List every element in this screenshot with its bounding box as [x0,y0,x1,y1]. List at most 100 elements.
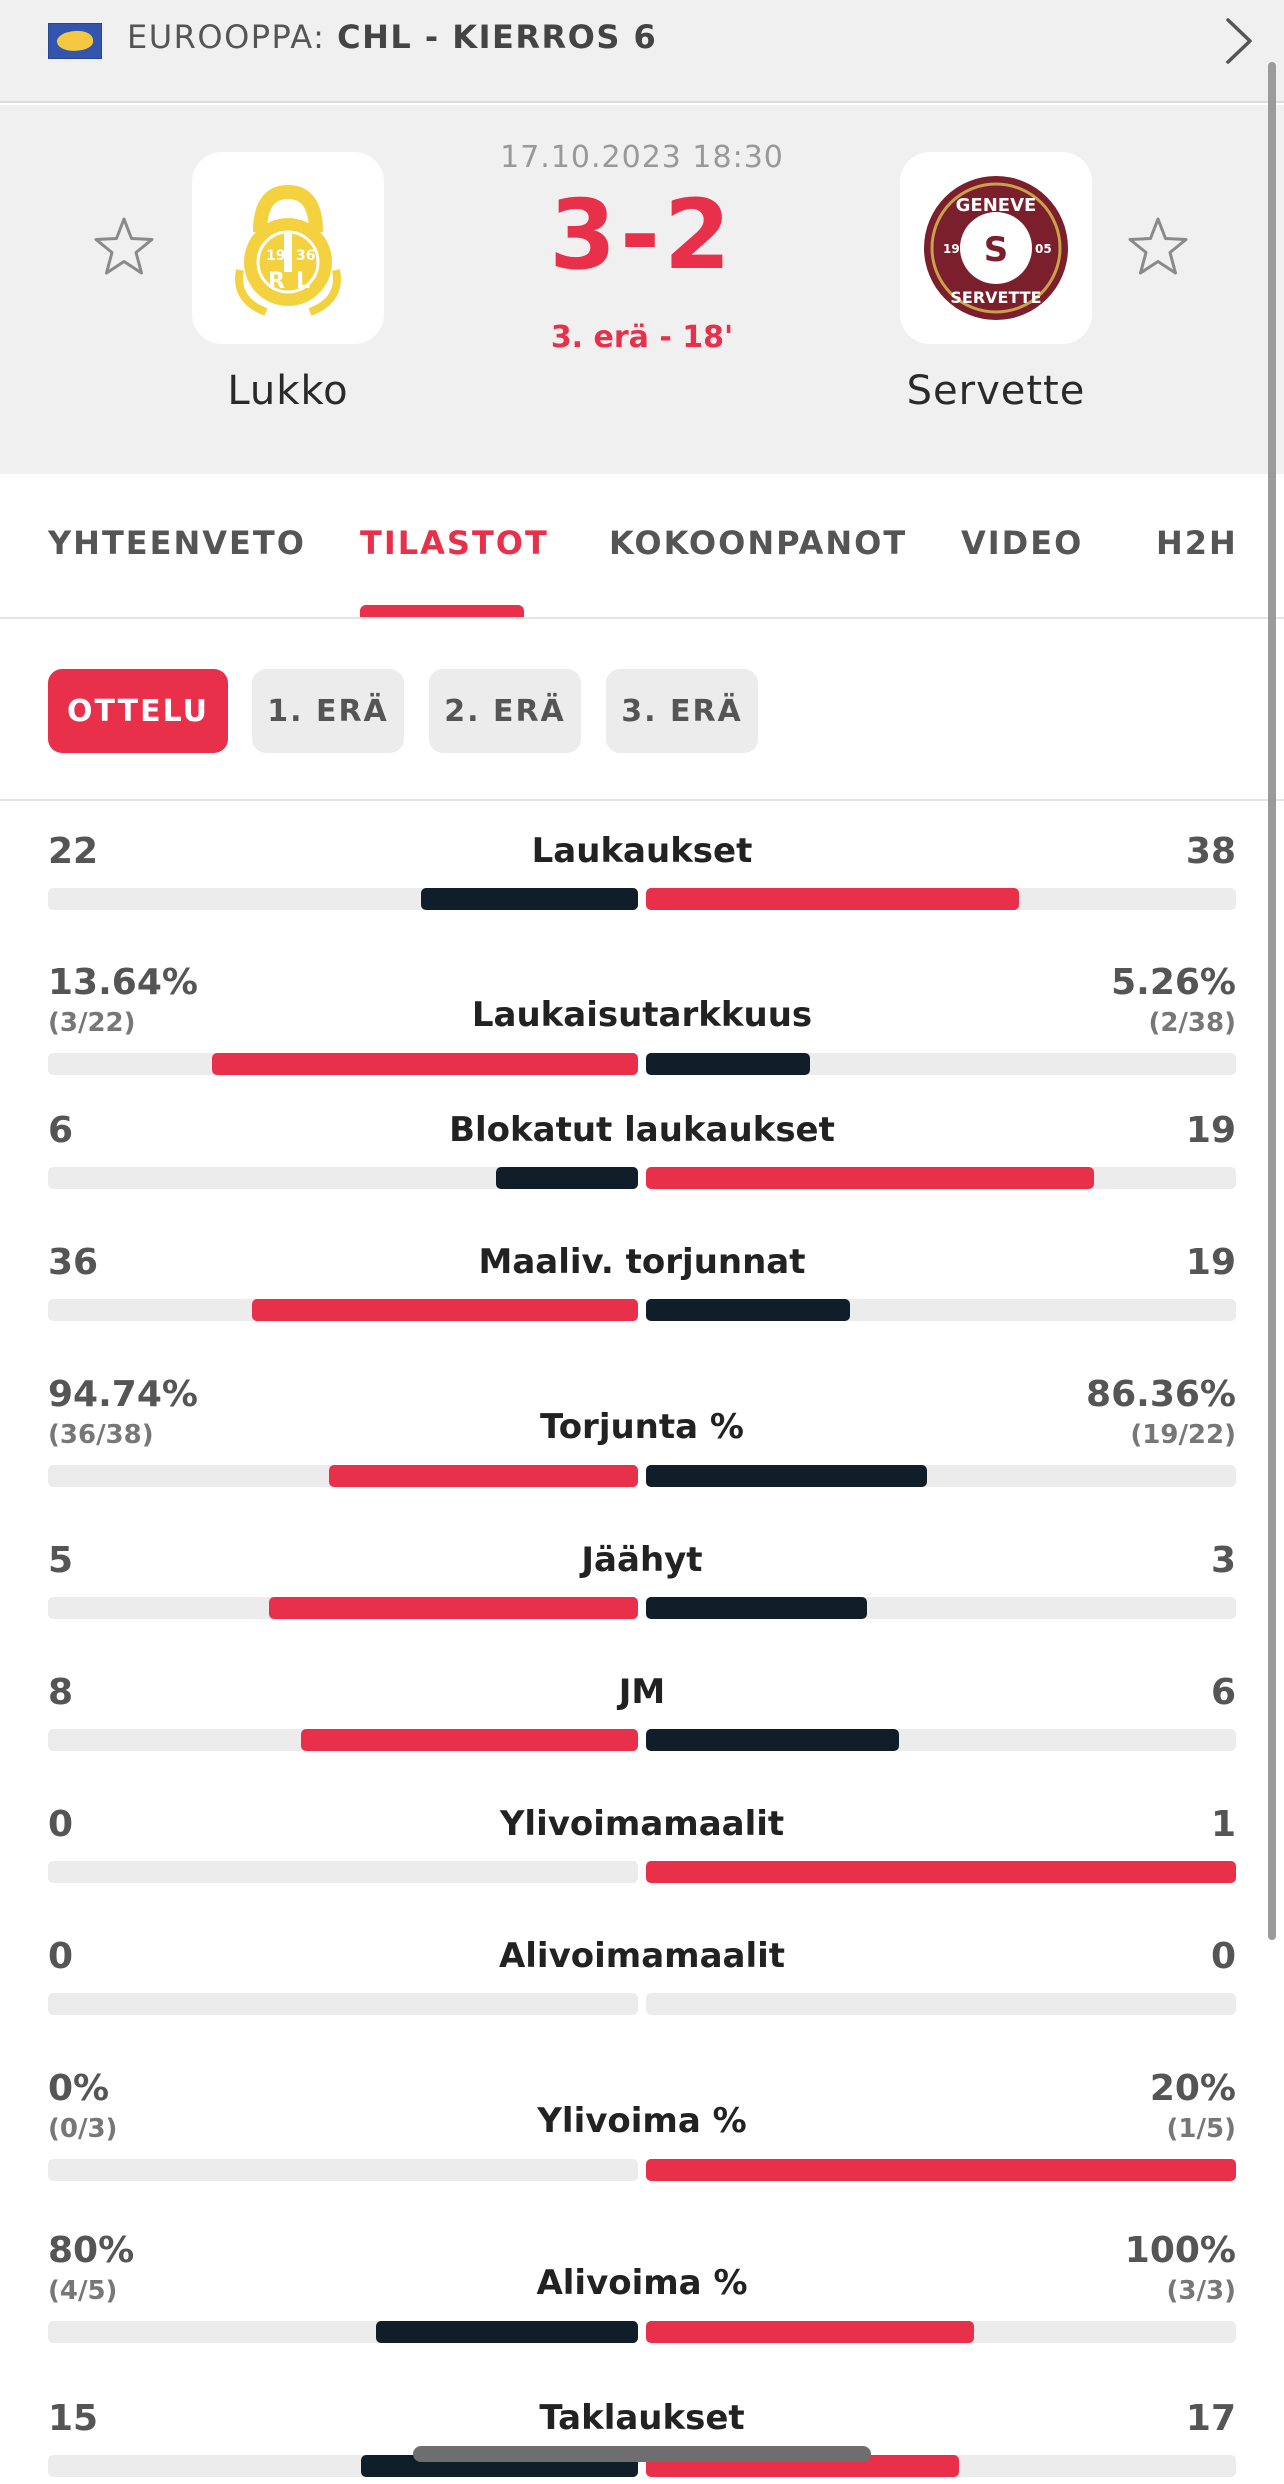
stat-label: Maaliv. torjunnat [478,1242,806,1282]
svg-text:SERVETTE: SERVETTE [950,288,1041,307]
tab-lineups[interactable]: KOKOONPANOT [609,524,908,562]
away-team-logo[interactable]: GENEVE SERVETTE 19 05 S [900,152,1092,344]
stat-away-bar [646,1597,868,1619]
svg-text:19: 19 [266,248,285,264]
lukko-logo-icon: 19 36 R L [235,184,341,316]
stat-label: Laukaisutarkkuus [471,995,813,1035]
stat-home-bar-track [48,1465,638,1487]
stat-home-value: 5 [48,1540,74,1581]
stat-home-bar-track [48,1299,638,1321]
favorite-star-icon-home[interactable] [92,215,156,279]
home-team-name[interactable]: Lukko [227,368,349,414]
stat-away-value: 100% [1124,2230,1236,2271]
stat-home-bar [301,1729,638,1751]
servette-logo-icon: GENEVE SERVETTE 19 05 S [924,176,1068,320]
stat-home-bar-track [48,2159,638,2181]
stat-home-value: 22 [48,831,99,872]
stat-away-bar [646,888,1020,910]
stat-away-bar [646,1861,1236,1883]
match-tabs: YHTEENVETO TILASTOT KOKOONPANOT VIDEO H2… [0,474,1284,619]
stat-home-detail: (3/22) [48,1008,136,1038]
stat-away-value: 1 [1210,1804,1236,1845]
stat-away-value: 6 [1210,1672,1236,1713]
stat-away-bar-track [646,1167,1236,1189]
competition-title: EUROOPPA: CHL - KIERROS 6 [127,18,657,56]
stat-away-value: 19 [1185,1110,1236,1151]
away-team-name[interactable]: Servette [906,368,1086,414]
stat-home-value: 0 [48,1804,74,1845]
stat-home-value: 36 [48,1242,99,1283]
stat-home-value: 13.64% [48,962,198,1003]
stat-away-value: 17 [1185,2398,1236,2439]
stat-home-bar [421,888,638,910]
period-pill-3[interactable]: 3. ERÄ [606,669,758,753]
stat-away-bar [646,2321,975,2343]
period-pill-2[interactable]: 2. ERÄ [429,669,581,753]
home-team-logo[interactable]: 19 36 R L [192,152,384,344]
stat-home-detail: (0/3) [48,2114,118,2144]
period-pill-1[interactable]: 1. ERÄ [252,669,404,753]
stat-away-value: 20% [1149,2068,1236,2109]
stat-away-value: 38 [1185,831,1236,872]
svg-text:19: 19 [943,242,960,256]
svg-text:S: S [984,230,1009,270]
stat-home-bar [212,1053,638,1075]
stat-home-bar-track [48,1993,638,2015]
stat-away-bar [646,1299,850,1321]
stat-home-detail: (36/38) [48,1420,154,1450]
stat-away-detail: (2/38) [1148,1008,1236,1038]
stat-home-value: 6 [48,1110,74,1151]
stat-away-bar-track [646,2159,1236,2181]
stat-away-bar-track [646,1299,1236,1321]
tab-stats[interactable]: TILASTOT [360,524,549,562]
competition-bar[interactable]: EUROOPPA: CHL - KIERROS 6 [0,0,1284,103]
europe-flag-icon [48,23,102,59]
stat-home-detail: (4/5) [48,2276,118,2306]
stat-home-bar [329,1465,638,1487]
competition-name: CHL - KIERROS 6 [337,18,658,56]
stat-label: Blokatut laukaukset [449,1110,835,1150]
vertical-scrollbar[interactable] [1268,62,1276,1940]
stat-home-bar-track [48,1729,638,1751]
match-period-status: 3. erä - 18' [550,320,734,355]
stat-home-bar [496,1167,638,1189]
tab-video[interactable]: VIDEO [961,524,1084,562]
stat-away-bar-track [646,1729,1236,1751]
match-date-time: 17.10.2023 18:30 [500,140,784,175]
period-filter: OTTELU 1. ERÄ 2. ERÄ 3. ERÄ [0,621,1284,801]
home-indicator[interactable] [413,2446,871,2462]
stat-away-bar-track [646,1597,1236,1619]
stat-away-bar-track [646,1861,1236,1883]
stat-home-value: 94.74% [48,1374,198,1415]
match-header: 19 36 R L Lukko 17.10.2023 18:30 3-2 3. … [0,105,1284,474]
stat-home-bar [269,1597,638,1619]
chevron-right-icon[interactable] [1216,16,1260,66]
stat-home-bar-track [48,1861,638,1883]
period-pill-match[interactable]: OTTELU [48,669,228,753]
favorite-star-icon-away[interactable] [1126,215,1190,279]
stat-away-bar-track [646,888,1236,910]
stat-label: JM [618,1672,666,1712]
stat-home-bar-track [48,1597,638,1619]
stat-away-detail: (1/5) [1166,2114,1236,2144]
stat-away-value: 0 [1210,1936,1236,1977]
stat-home-bar-track [48,888,638,910]
stat-label: Torjunta % [540,1407,744,1447]
stat-away-bar-track [646,1465,1236,1487]
stat-label: Jäähyt [581,1540,703,1580]
stat-home-bar-track [48,1053,638,1075]
stat-away-value: 3 [1210,1540,1236,1581]
svg-text:36: 36 [296,248,315,264]
tab-h2h[interactable]: H2H [1156,524,1238,562]
stat-away-detail: (3/3) [1166,2276,1236,2306]
stat-home-value: 15 [48,2398,99,2439]
stat-away-value: 5.26% [1111,962,1236,1003]
tab-summary[interactable]: YHTEENVETO [48,524,306,562]
svg-text:GENEVE: GENEVE [956,195,1037,216]
stat-home-bar [251,1299,638,1321]
stat-home-value: 0% [48,2068,110,2109]
stat-home-value: 0 [48,1936,74,1977]
stat-away-value: 19 [1185,1242,1236,1283]
stat-label: Ylivoima % [537,2101,747,2141]
stat-away-bar [646,2159,1236,2181]
